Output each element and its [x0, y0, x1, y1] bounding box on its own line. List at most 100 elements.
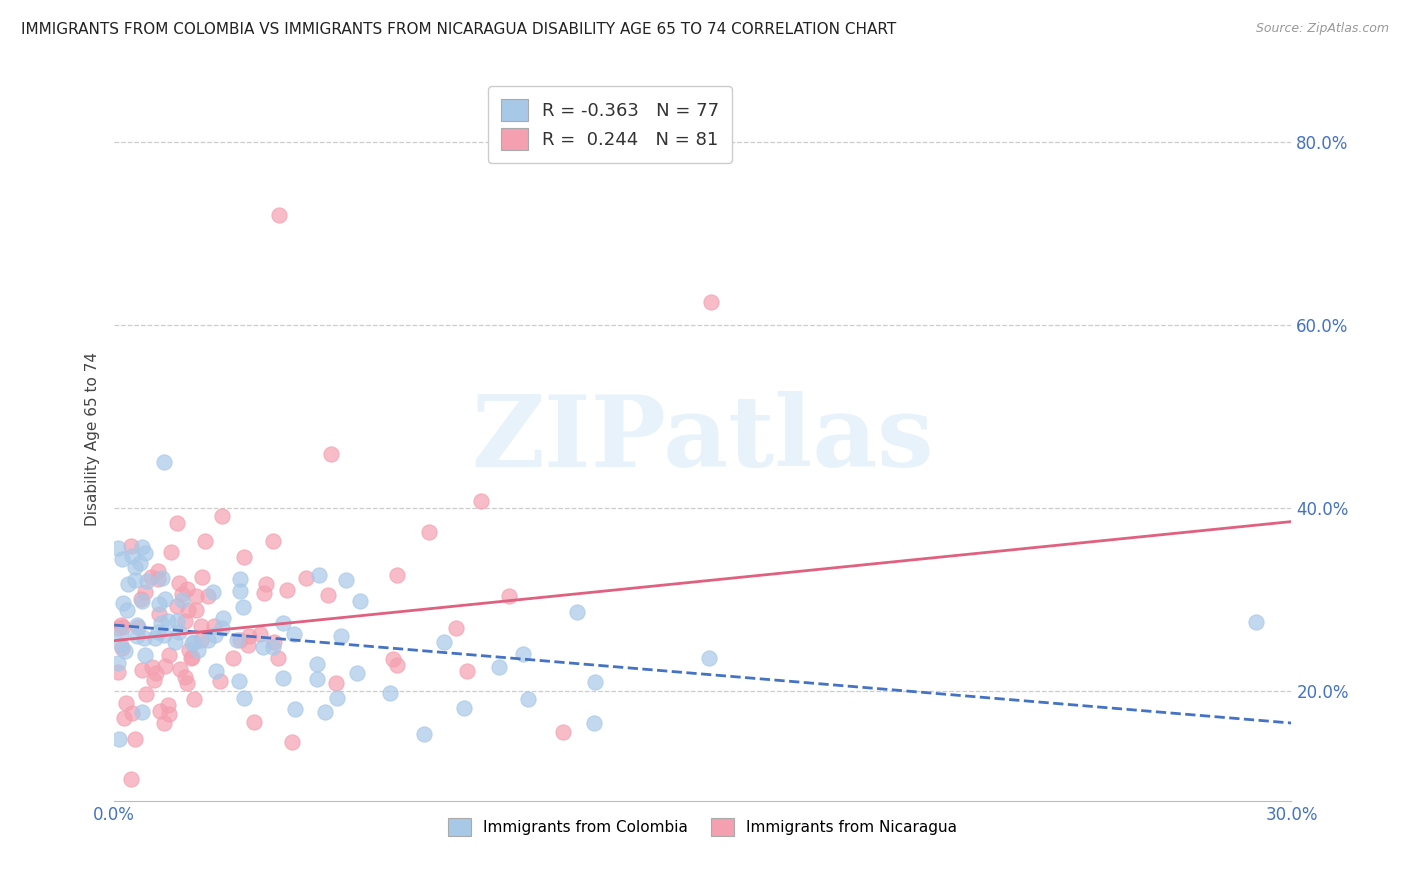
Point [516, 691, 538, 706]
Point [155, 592, 177, 607]
Point [131, 705, 153, 719]
Point [124, 560, 146, 574]
Point [211, 622, 233, 636]
Point [174, 614, 197, 628]
Point [108, 731, 131, 746]
Point [211, 509, 233, 524]
Point [150, 615, 173, 630]
Point [233, 550, 256, 565]
Point [150, 570, 173, 584]
Legend: Immigrants from Colombia, Immigrants from Nicaragua: Immigrants from Colombia, Immigrants fro… [440, 810, 965, 844]
Point [262, 640, 284, 654]
Point [276, 582, 298, 597]
Point [183, 634, 205, 648]
Point [166, 599, 188, 613]
Point [197, 632, 219, 647]
Point [176, 675, 198, 690]
Point [110, 638, 132, 652]
Point [184, 603, 207, 617]
Point [153, 628, 176, 642]
Point [148, 597, 170, 611]
Point [176, 582, 198, 596]
Point [139, 570, 162, 584]
Point [169, 662, 191, 676]
Point [120, 772, 142, 786]
Point [418, 525, 440, 540]
Text: ZIPatlas: ZIPatlas [471, 391, 934, 488]
Point [308, 568, 330, 582]
Point [456, 664, 478, 678]
Point [127, 618, 149, 632]
Point [565, 605, 588, 619]
Point [107, 656, 129, 670]
Point [166, 614, 188, 628]
Text: Source: ZipAtlas.com: Source: ZipAtlas.com [1256, 22, 1389, 36]
Point [134, 631, 156, 645]
Point [110, 617, 132, 632]
Point [141, 660, 163, 674]
Point [146, 624, 169, 639]
Point [134, 546, 156, 560]
Point [148, 607, 170, 622]
Point [143, 673, 166, 687]
Point [295, 571, 318, 585]
Point [267, 208, 290, 222]
Point [444, 621, 467, 635]
Point [699, 650, 721, 665]
Point [385, 658, 408, 673]
Point [146, 572, 169, 586]
Point [346, 666, 368, 681]
Point [382, 651, 405, 665]
Point [326, 690, 349, 705]
Point [252, 640, 274, 655]
Point [190, 569, 212, 583]
Point [131, 594, 153, 608]
Point [271, 671, 294, 685]
Point [177, 603, 200, 617]
Point [229, 584, 252, 599]
Point [127, 620, 149, 634]
Point [157, 614, 180, 628]
Point [136, 574, 159, 588]
Point [197, 590, 219, 604]
Point [183, 692, 205, 706]
Point [553, 725, 575, 739]
Point [205, 664, 228, 678]
Point [181, 649, 204, 664]
Point [307, 672, 329, 686]
Point [208, 674, 231, 689]
Point [111, 552, 134, 566]
Point [124, 732, 146, 747]
Point [170, 593, 193, 607]
Point [266, 650, 288, 665]
Point [325, 675, 347, 690]
Point [159, 545, 181, 559]
Point [135, 687, 157, 701]
Point [380, 686, 402, 700]
Point [236, 638, 259, 652]
Point [112, 596, 135, 610]
Point [314, 706, 336, 720]
Point [204, 628, 226, 642]
Point [319, 447, 342, 461]
Point [253, 586, 276, 600]
Point [134, 648, 156, 662]
Point [226, 633, 249, 648]
Point [166, 516, 188, 531]
Point [249, 626, 271, 640]
Point [107, 622, 129, 636]
Point [190, 633, 212, 648]
Point [180, 651, 202, 665]
Point [114, 644, 136, 658]
Point [202, 619, 225, 633]
Point [167, 624, 190, 639]
Point [124, 574, 146, 588]
Point [453, 700, 475, 714]
Point [1244, 615, 1267, 630]
Point [221, 651, 243, 665]
Point [149, 704, 172, 718]
Point [146, 564, 169, 578]
Point [120, 539, 142, 553]
Point [254, 577, 277, 591]
Point [202, 585, 225, 599]
